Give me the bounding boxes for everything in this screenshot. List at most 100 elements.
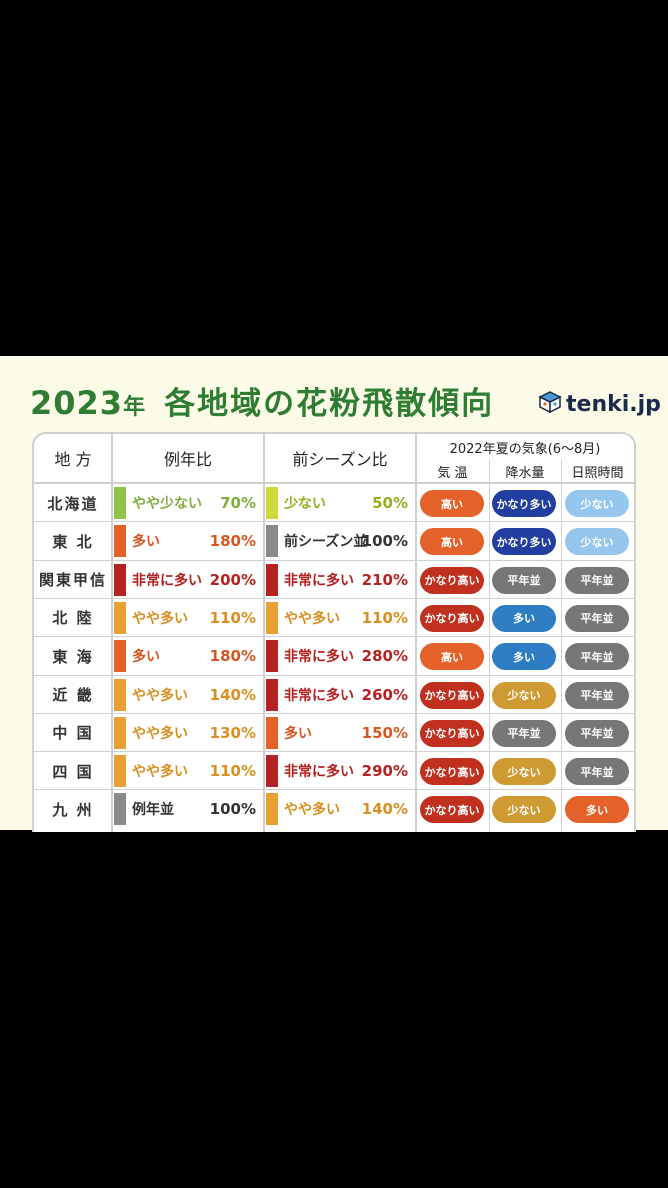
row-divider — [34, 597, 634, 599]
region-name: 中 国 — [52, 724, 94, 743]
region-name: 東 海 — [52, 647, 94, 666]
normal-percent: 100% — [209, 800, 256, 819]
prev-level-bar — [266, 525, 278, 558]
prev-level-bar — [266, 716, 278, 749]
divider — [561, 460, 562, 832]
region-name: 関東甲信 — [38, 571, 107, 590]
normal-level-bar — [114, 563, 126, 596]
prev-level-label: 非常に多い — [284, 649, 354, 666]
normal-level-bar — [114, 525, 126, 558]
sunshine-pill: 多い — [565, 796, 629, 824]
prev-percent: 260% — [361, 685, 408, 704]
table-row: 四 国 やや多い 110% 非常に多い 290% かなり高い 少ない 平年並 — [34, 752, 634, 790]
normal-percent: 110% — [209, 608, 256, 627]
title-year: 2023 — [30, 384, 124, 422]
sunshine-pill: 平年並 — [565, 643, 629, 671]
prev-level-bar — [266, 487, 278, 519]
precipitation-pill: 少ない — [492, 681, 556, 709]
sunshine-pill: 平年並 — [565, 719, 629, 747]
row-divider — [34, 712, 634, 714]
prev-level-label: 非常に多い — [284, 764, 354, 781]
table-row: 九 州 例年並 100% やや多い 140% かなり高い 少ない 多い — [34, 790, 634, 828]
region-name: 九 州 — [52, 800, 94, 819]
prev-level-label: 多い — [284, 725, 312, 742]
header-weather-area — [416, 434, 634, 484]
table-row: 北 陸 やや多い 110% やや多い 110% かなり高い 多い 平年並 — [34, 599, 634, 637]
table-row: 北海道 やや少ない 70% 少ない 50% 高い かなり多い 少ない — [34, 484, 634, 522]
prev-level-label: 前シーズン並 — [284, 534, 368, 551]
prev-percent: 50% — [372, 494, 408, 512]
title-main: 各地域の花粉飛散傾向 — [164, 386, 495, 422]
sunshine-pill: 平年並 — [565, 604, 629, 632]
normal-level-bar — [114, 716, 126, 749]
region-name: 四 国 — [52, 762, 94, 781]
prev-level-bar — [266, 678, 278, 711]
prev-percent: 140% — [361, 800, 408, 819]
precipitation-pill: 平年並 — [492, 566, 556, 594]
normal-level-bar — [114, 601, 126, 634]
normal-level-label: やや多い — [132, 764, 188, 781]
normal-percent: 110% — [209, 762, 256, 781]
precipitation-pill: 少ない — [492, 796, 556, 824]
page-title: 2023年 各地域の花粉飛散傾向 — [30, 378, 494, 423]
prev-percent: 110% — [361, 608, 408, 627]
header-temperature: 気 温 — [437, 465, 468, 481]
divider — [415, 434, 417, 832]
table-row: 東 海多い 180% 非常に多い 280% 高い 多い 平年並 — [34, 637, 634, 675]
normal-percent: 130% — [209, 723, 256, 742]
row-divider — [34, 789, 634, 791]
tenki-logo: tenki.jp — [538, 390, 661, 418]
table-row: 東 北 多い 180% 前シーズン並 100% 高い かなり多い 少ない — [34, 522, 634, 560]
normal-level-label: 非常に多い — [132, 572, 202, 589]
region-name: 北海道 — [47, 494, 99, 513]
normal-level-bar — [114, 678, 126, 711]
temperature-pill: かなり高い — [420, 566, 484, 594]
table-row: 中 国やや多い 130% 多い 150% かなり高い 平年並 平年並 — [34, 714, 634, 752]
row-divider — [34, 751, 634, 753]
prev-level-bar — [266, 793, 278, 826]
row-divider — [34, 559, 634, 561]
row-divider — [34, 636, 634, 638]
normal-level-bar — [114, 640, 126, 673]
sunshine-pill: 平年並 — [565, 566, 629, 594]
precipitation-pill: かなり多い — [492, 528, 556, 556]
header-precipitation: 降水量 — [505, 465, 545, 481]
prev-percent: 290% — [361, 762, 408, 781]
prev-percent: 100% — [361, 532, 408, 551]
precipitation-pill: 多い — [492, 643, 556, 671]
normal-level-label: やや多い — [132, 687, 188, 704]
precipitation-pill: かなり多い — [492, 490, 556, 517]
precipitation-pill: 少ない — [492, 758, 556, 786]
header-normal-ratio: 例年比 — [112, 434, 264, 484]
temperature-pill: 高い — [420, 490, 484, 517]
header-weather-group: 2022年夏の気象(6〜8月) — [449, 441, 601, 457]
prev-level-bar — [266, 755, 278, 788]
normal-level-label: 多い — [132, 534, 160, 551]
prev-level-label: 非常に多い — [284, 687, 354, 704]
normal-level-label: 多い — [132, 649, 160, 666]
tenki-logo-text: tenki.jp — [566, 391, 661, 417]
temperature-pill: かなり高い — [420, 796, 484, 824]
prev-level-label: やや多い — [284, 802, 340, 819]
temperature-pill: かなり高い — [420, 681, 484, 709]
pollen-table: 地 方 例年比 前シーズン比 2022年夏の気象(6〜8月) 気 温 降水量 日… — [32, 432, 636, 832]
title-year-suffix: 年 — [123, 395, 147, 420]
temperature-pill: かなり高い — [420, 758, 484, 786]
prev-percent: 210% — [361, 570, 408, 589]
temperature-pill: かなり高い — [420, 719, 484, 747]
normal-level-label: やや多い — [132, 725, 188, 742]
normal-level-bar — [114, 793, 126, 826]
region-name: 近 畿 — [52, 686, 94, 704]
prev-level-bar — [266, 640, 278, 673]
region-name: 北 陸 — [52, 609, 94, 628]
prev-percent: 280% — [361, 647, 408, 666]
sunshine-pill: 平年並 — [565, 758, 629, 786]
normal-percent: 180% — [209, 532, 256, 551]
prev-level-bar — [266, 563, 278, 596]
tenki-cube-icon — [538, 390, 562, 418]
normal-level-bar — [114, 487, 126, 519]
table-row: 関東甲信 非常に多い 200% 非常に多い 210% かなり高い 平年並 平年並 — [34, 561, 634, 599]
sunshine-pill: 少ない — [565, 490, 629, 517]
normal-level-label: 例年並 — [132, 802, 174, 819]
normal-percent: 70% — [220, 494, 256, 512]
